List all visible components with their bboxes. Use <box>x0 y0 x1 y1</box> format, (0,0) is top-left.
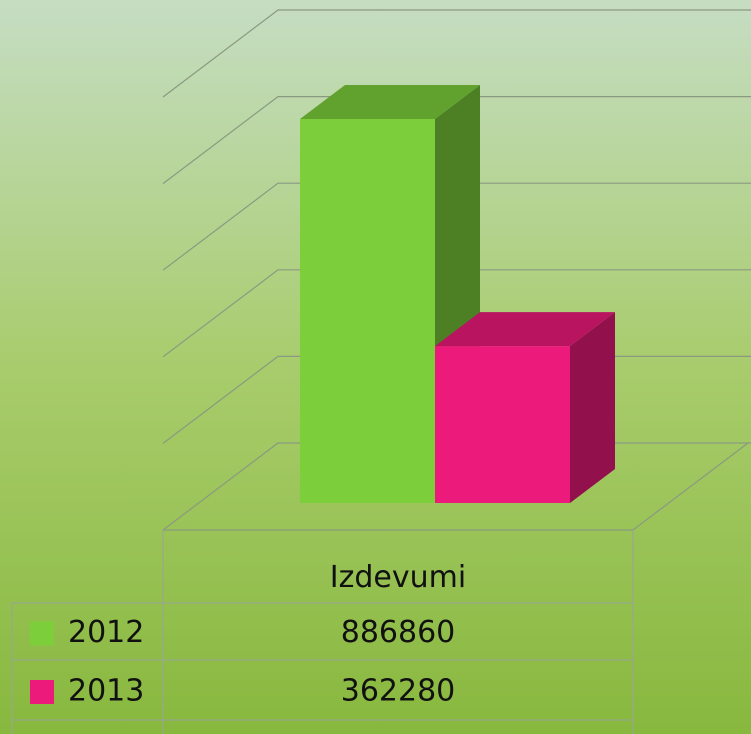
legend-swatch <box>30 680 54 704</box>
bar-side <box>570 312 615 503</box>
table-header: Izdevumi <box>330 560 466 595</box>
grid-line <box>162 95 751 185</box>
legend-swatch <box>30 621 54 646</box>
grid-line <box>162 9 751 98</box>
table-value: 362280 <box>341 674 456 709</box>
bar <box>435 312 615 503</box>
table-value: 886860 <box>341 615 456 650</box>
grid-line <box>162 269 751 358</box>
bar-top <box>300 84 480 119</box>
legend-label: 2012 <box>68 615 144 650</box>
grid-line <box>162 182 751 271</box>
bar-top <box>435 312 615 347</box>
bar-front <box>435 346 570 503</box>
legend-label: 2013 <box>68 674 144 709</box>
bar-front <box>300 118 435 503</box>
